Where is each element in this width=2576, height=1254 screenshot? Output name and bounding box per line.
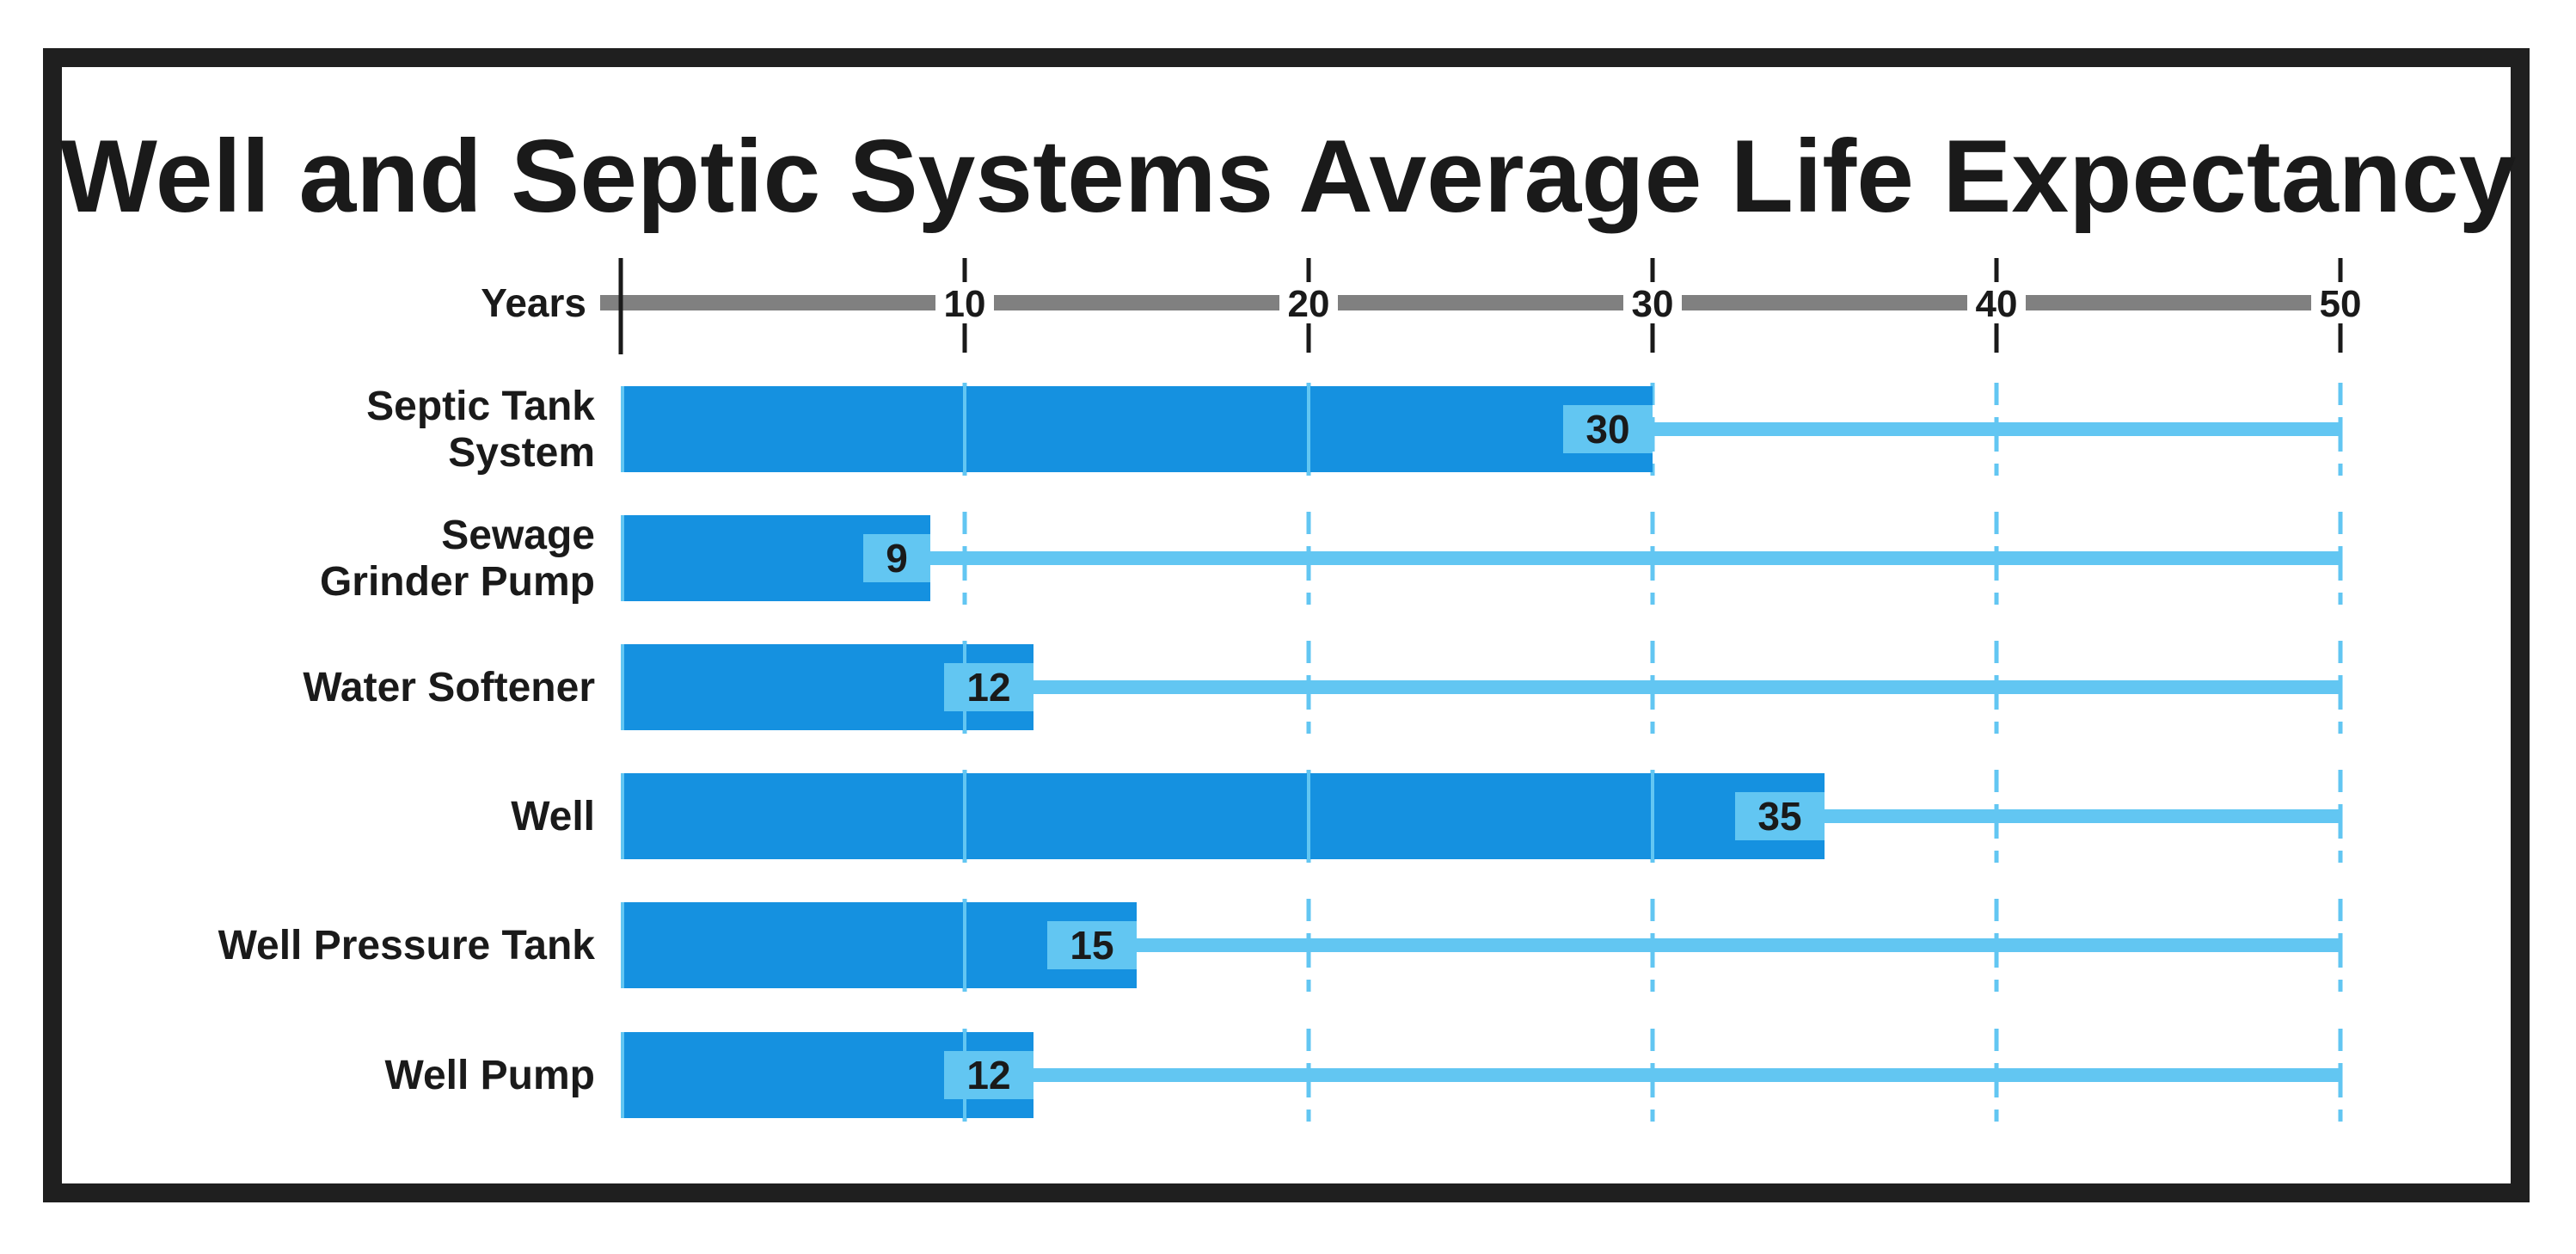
- value-label-box-1: [863, 534, 930, 582]
- category-label-4-0: Well Pressure Tank: [218, 923, 596, 968]
- category-label-1-1: Grinder Pump: [320, 559, 595, 605]
- value-label-3: 35: [1757, 794, 1801, 839]
- x-tick-label-50: 50: [2320, 283, 2362, 325]
- x-tick-label-20: 20: [1288, 283, 1330, 325]
- value-label-box-5: [944, 1051, 1033, 1099]
- value-label-2: 12: [966, 665, 1010, 710]
- category-label-0-1: System: [448, 430, 595, 476]
- value-label-box-2: [944, 663, 1033, 711]
- category-label-1-0: Sewage: [441, 513, 595, 558]
- x-tick-label-bg-20: [1279, 282, 1338, 323]
- x-tick-label-10: 10: [944, 283, 986, 325]
- category-label-5-0: Well Pump: [385, 1053, 595, 1098]
- x-axis-title: Years: [481, 280, 586, 325]
- x-tick-label-bg-50: [2311, 282, 2370, 323]
- x-tick-label-40: 40: [1976, 283, 2018, 325]
- category-label-3-0: Well: [511, 794, 595, 839]
- x-tick-label-bg-10: [935, 282, 994, 323]
- value-label-box-4: [1047, 921, 1137, 969]
- value-label-box-3: [1735, 792, 1825, 840]
- category-label-2-0: Water Softener: [303, 665, 595, 710]
- x-tick-label-30: 30: [1632, 283, 1674, 325]
- value-label-1: 9: [886, 536, 908, 581]
- x-tick-label-bg-30: [1623, 282, 1682, 323]
- value-label-0: 30: [1585, 407, 1629, 452]
- bar-3: [621, 773, 1825, 859]
- x-tick-label-bg-40: [1967, 282, 2026, 323]
- chart-title: Well and Septic Systems Average Life Exp…: [59, 119, 2517, 234]
- category-label-0-0: Septic Tank: [366, 384, 595, 429]
- chart-frame: [43, 48, 2530, 1202]
- value-label-box-0: [1563, 405, 1653, 453]
- value-label-4: 15: [1070, 923, 1113, 968]
- value-label-5: 12: [966, 1053, 1010, 1097]
- bar-0: [621, 386, 1653, 472]
